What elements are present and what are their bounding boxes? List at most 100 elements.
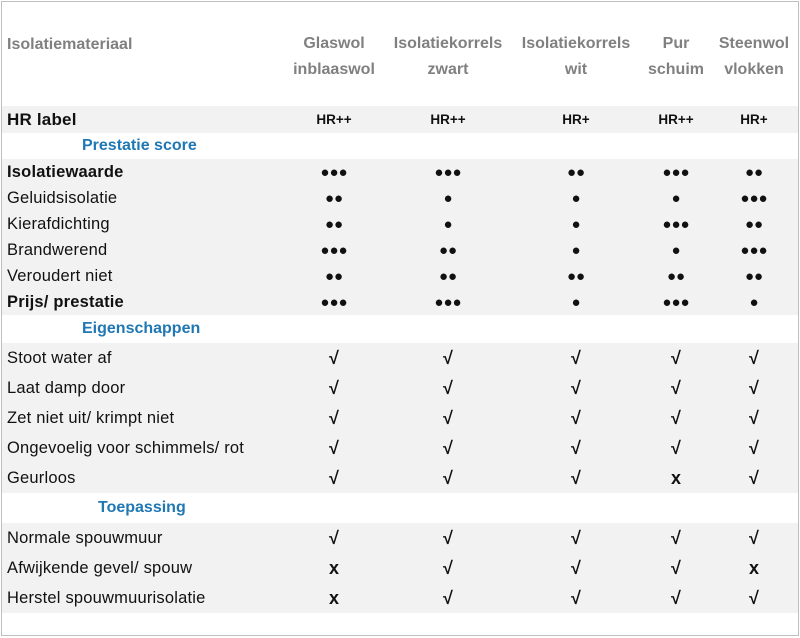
score-dots: ●● bbox=[666, 267, 686, 285]
score-dots: ●●● bbox=[434, 163, 462, 181]
row-label: Ongevoelig voor schimmels/ rot bbox=[7, 438, 245, 457]
row-label: Geurloos bbox=[7, 468, 76, 487]
check-mark: x bbox=[748, 557, 759, 578]
header-korrels-zwart: Isolatiekorrels zwart bbox=[385, 31, 511, 83]
header-line1: Pur bbox=[662, 35, 690, 52]
check-mark: √ bbox=[749, 377, 759, 398]
hr-value: HR+ bbox=[562, 112, 590, 127]
row-label: Laat damp door bbox=[7, 378, 126, 397]
check-mark: √ bbox=[329, 467, 339, 488]
table-row: Afwijkende gevel/ spouw x √ √ √ x bbox=[2, 553, 798, 583]
header-line2: inblaaswol bbox=[293, 61, 375, 78]
score-dots: ● bbox=[443, 189, 453, 207]
hr-value: HR++ bbox=[658, 112, 694, 127]
check-mark: √ bbox=[671, 377, 681, 398]
check-mark: √ bbox=[571, 587, 581, 608]
check-mark: √ bbox=[749, 467, 759, 488]
header-line1: Glaswol bbox=[303, 35, 365, 52]
section-prestatie: Prestatie score bbox=[2, 133, 798, 159]
section-title: Prestatie score bbox=[82, 137, 197, 154]
check-mark: √ bbox=[671, 587, 681, 608]
score-dots: ●●● bbox=[740, 189, 768, 207]
check-mark: √ bbox=[443, 437, 453, 458]
section-eigenschappen: Eigenschappen bbox=[2, 315, 798, 343]
header-line2: schuim bbox=[647, 61, 704, 78]
score-dots: ●●● bbox=[662, 215, 690, 233]
check-mark: √ bbox=[443, 407, 453, 428]
row-label: Veroudert niet bbox=[7, 266, 113, 285]
score-dots: ● bbox=[571, 293, 581, 311]
check-mark: √ bbox=[443, 467, 453, 488]
header-line1: Isolatiekorrels bbox=[521, 35, 631, 52]
hr-value: HR++ bbox=[316, 112, 352, 127]
score-dots: ● bbox=[571, 241, 581, 259]
score-dots: ● bbox=[443, 215, 453, 233]
check-mark: √ bbox=[671, 527, 681, 548]
row-label: Herstel spouwmuurisolatie bbox=[7, 588, 206, 607]
table-row: Geluidsisolatie ●● ● ● ● ●●● bbox=[2, 185, 798, 211]
score-dots: ●● bbox=[324, 189, 344, 207]
check-mark: x bbox=[328, 557, 339, 578]
check-mark: √ bbox=[571, 347, 581, 368]
table-row: Zet niet uit/ krimpt niet √ √ √ √ √ bbox=[2, 403, 798, 433]
check-mark: √ bbox=[749, 347, 759, 368]
header-line2: wit bbox=[564, 61, 588, 78]
section-title: Toepassing bbox=[98, 499, 186, 516]
score-dots: ● bbox=[749, 293, 759, 311]
score-dots: ●● bbox=[566, 163, 586, 181]
table-row: Geurloos √ √ √ x √ bbox=[2, 463, 798, 493]
header-steenwol: Steenwol vlokken bbox=[712, 31, 796, 83]
row-label: Stoot water af bbox=[7, 348, 112, 367]
header-material: Isolatiemateriaal bbox=[7, 36, 133, 53]
check-mark: √ bbox=[443, 557, 453, 578]
score-dots: ●●● bbox=[740, 241, 768, 259]
row-label: HR label bbox=[7, 109, 77, 129]
row-label: Afwijkende gevel/ spouw bbox=[7, 558, 193, 577]
score-dots: ●● bbox=[438, 267, 458, 285]
row-label: Isolatiewaarde bbox=[7, 162, 124, 181]
table-row: Normale spouwmuur √ √ √ √ √ bbox=[2, 523, 798, 553]
check-mark: √ bbox=[571, 527, 581, 548]
section-toepassing: Toepassing bbox=[2, 493, 798, 523]
score-dots: ● bbox=[571, 215, 581, 233]
check-mark: x bbox=[670, 467, 681, 488]
table-row: Stoot water af √ √ √ √ √ bbox=[2, 343, 798, 373]
check-mark: √ bbox=[329, 407, 339, 428]
section-title: Eigenschappen bbox=[82, 320, 201, 337]
table-row: Kierafdichting ●● ● ● ●●● ●● bbox=[2, 211, 798, 237]
score-dots: ● bbox=[671, 189, 681, 207]
score-dots: ● bbox=[671, 241, 681, 259]
header-pur: Pur schuim bbox=[638, 31, 714, 83]
score-dots: ●● bbox=[324, 267, 344, 285]
header-line2: vlokken bbox=[724, 61, 784, 78]
score-dots: ● bbox=[571, 189, 581, 207]
check-mark: √ bbox=[749, 437, 759, 458]
check-mark: √ bbox=[749, 587, 759, 608]
check-mark: √ bbox=[749, 407, 759, 428]
header-line2: zwart bbox=[427, 61, 469, 78]
header-row: Isolatiemateriaal Glaswol inblaaswol Iso… bbox=[2, 2, 798, 106]
row-label: Geluidsisolatie bbox=[7, 188, 118, 207]
score-dots: ●● bbox=[744, 163, 764, 181]
check-mark: √ bbox=[671, 407, 681, 428]
check-mark: √ bbox=[671, 557, 681, 578]
score-dots: ●● bbox=[744, 215, 764, 233]
check-mark: √ bbox=[329, 377, 339, 398]
table-row: Isolatiewaarde ●●● ●●● ●● ●●● ●● bbox=[2, 159, 798, 185]
check-mark: √ bbox=[571, 467, 581, 488]
hr-label-row: HR label HR++ HR++ HR+ HR++ HR+ bbox=[2, 106, 798, 133]
check-mark: √ bbox=[749, 527, 759, 548]
row-label: Prijs/ prestatie bbox=[7, 292, 124, 311]
header-line1: Steenwol bbox=[718, 35, 790, 52]
row-label: Normale spouwmuur bbox=[7, 528, 163, 547]
table-row: Ongevoelig voor schimmels/ rot √ √ √ √ √ bbox=[2, 433, 798, 463]
check-mark: √ bbox=[329, 347, 339, 368]
check-mark: √ bbox=[329, 437, 339, 458]
check-mark: √ bbox=[671, 437, 681, 458]
hr-value: HR++ bbox=[430, 112, 466, 127]
score-dots: ●●● bbox=[434, 293, 462, 311]
check-mark: x bbox=[328, 587, 339, 608]
score-dots: ●● bbox=[566, 267, 586, 285]
row-label: Kierafdichting bbox=[7, 214, 110, 233]
